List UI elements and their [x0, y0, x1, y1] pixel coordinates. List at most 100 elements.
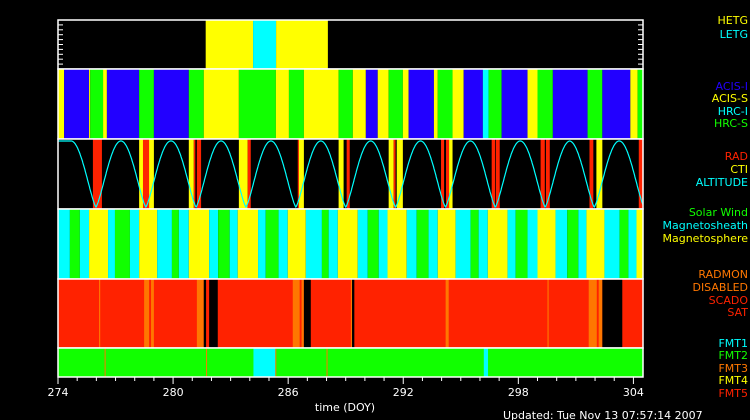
segment-black	[602, 279, 623, 348]
legend-sat: SAT	[727, 306, 748, 319]
segment-green	[587, 69, 603, 139]
segment-green	[338, 69, 353, 139]
segment-red	[545, 139, 550, 209]
segment-red	[393, 139, 396, 209]
legend-fmt3: FMT3	[718, 362, 748, 375]
segment-cyan	[478, 209, 488, 279]
segment-green	[171, 209, 179, 279]
segment-blue	[153, 69, 189, 139]
segment-yellow	[89, 69, 91, 139]
x-axis: 274 280 286 292 298 304	[48, 377, 644, 399]
x-tick-label: 304	[623, 386, 644, 399]
segment-cyan	[527, 209, 538, 279]
segment-red	[540, 139, 545, 209]
panel-format	[57, 347, 644, 378]
legend-cti: CTI	[730, 163, 748, 176]
segment-yellow	[237, 209, 259, 279]
segment-orange	[292, 279, 300, 348]
legend-fmt4: FMT4	[718, 374, 748, 387]
segment-blue	[552, 69, 588, 139]
panel-background	[58, 348, 643, 377]
segment-yellow	[449, 139, 453, 209]
segment-orange	[151, 279, 154, 348]
segment-yellow	[203, 69, 239, 139]
segment-cyan	[79, 209, 90, 279]
legend-magnetosphere: Magnetosphere	[663, 232, 749, 245]
segment-green	[515, 209, 528, 279]
segment-green	[90, 69, 104, 139]
x-tick-label: 298	[508, 386, 529, 399]
segment-yellow	[303, 69, 339, 139]
segment-green	[567, 209, 579, 279]
segment-black	[209, 279, 218, 348]
segment-cyan	[628, 209, 637, 279]
segment-cyan	[378, 209, 388, 279]
segment-red	[297, 139, 299, 209]
segment-yellow	[537, 209, 556, 279]
segment-yellow	[452, 69, 464, 139]
segment-red	[142, 139, 150, 209]
segment-yellow	[636, 209, 643, 279]
x-tick-label: 286	[278, 386, 299, 399]
segment-yellow	[89, 209, 109, 279]
segment-green	[388, 69, 403, 139]
segment-cyan	[258, 209, 266, 279]
legend-scado: SCADO	[709, 294, 749, 307]
segment-cyan	[578, 209, 587, 279]
segment-yellow	[527, 69, 538, 139]
segment-cyan	[129, 209, 140, 279]
x-tick-label: 274	[48, 386, 69, 399]
segment-orange	[326, 348, 328, 377]
segment-green	[367, 209, 379, 279]
segment-orange	[275, 348, 277, 377]
segment-blue	[365, 69, 378, 139]
segment-blue	[408, 69, 434, 139]
panel-frame	[57, 347, 644, 378]
segment-orange	[301, 279, 304, 348]
panel-background	[58, 20, 643, 69]
segment-green	[114, 209, 130, 279]
segment-orange	[196, 279, 204, 348]
legend-solar-wind: Solar Wind	[689, 206, 748, 219]
segment-yellow	[402, 69, 409, 139]
x-tick-label: 280	[163, 386, 184, 399]
segment-orange	[104, 348, 106, 377]
segment-yellow	[630, 69, 638, 139]
segment-yellow	[205, 20, 254, 69]
segment-cyan	[357, 209, 368, 279]
segment-cyan	[278, 209, 288, 279]
segment-green	[637, 69, 643, 139]
segment-yellow	[139, 209, 158, 279]
segment-yellow	[337, 209, 358, 279]
legend-acis-i: ACIS-I	[716, 80, 748, 93]
segment-yellow	[103, 69, 107, 139]
segment-blue	[501, 69, 528, 139]
segment-green	[288, 69, 304, 139]
legend-rad: RAD	[725, 150, 748, 163]
segment-red	[346, 139, 350, 209]
segment-cyan	[483, 348, 489, 377]
legend-letg: LETG	[720, 28, 748, 41]
segment-red	[446, 139, 450, 209]
updated-timestamp: Updated: Tue Nov 13 07:57:14 2007	[503, 409, 703, 420]
segment-green	[139, 69, 154, 139]
segment-cyan	[328, 209, 338, 279]
segment-orange	[547, 279, 549, 348]
segment-yellow	[238, 139, 248, 209]
segment-red	[495, 139, 500, 209]
segment-green	[188, 69, 204, 139]
segment-red	[589, 139, 594, 209]
segment-green	[218, 209, 230, 279]
legend-radmon: RADMON	[698, 268, 748, 281]
legend-disabled: DISABLED	[692, 281, 748, 294]
segment-yellow	[58, 69, 65, 139]
panel-radiation	[57, 138, 644, 210]
segment-yellow	[388, 139, 394, 209]
segment-red	[193, 139, 196, 209]
panel-grating	[57, 19, 644, 70]
segment-cyan	[428, 209, 438, 279]
segment-red	[92, 139, 102, 209]
segment-red	[638, 139, 643, 209]
panel-environment	[57, 208, 644, 280]
segment-yellow	[433, 69, 438, 139]
